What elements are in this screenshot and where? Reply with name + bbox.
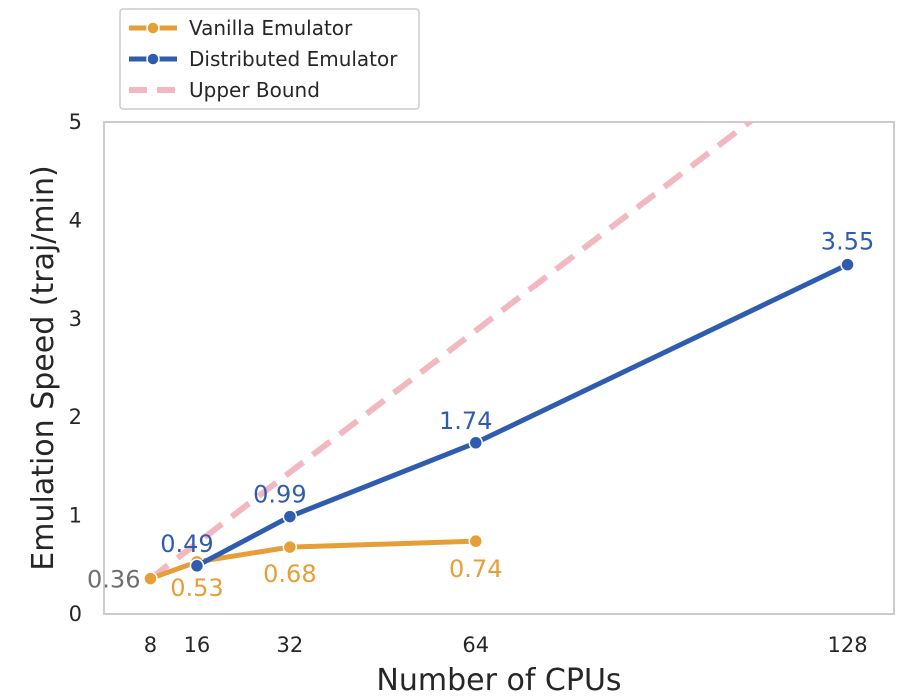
data-label: 0.49 [160, 530, 213, 558]
y-tick-label: 5 [69, 110, 82, 134]
distributed-emulator-point [282, 509, 298, 524]
vanilla-emulator-point [143, 571, 158, 586]
distributed-emulator-point [840, 257, 855, 272]
y-tick-label: 0 [69, 602, 82, 626]
x-axis-title: Number of CPUs [376, 663, 621, 698]
data-label: 3.55 [821, 228, 874, 256]
data-label: 0.68 [263, 560, 316, 588]
x-tick-label: 8 [144, 633, 157, 657]
y-tick-label: 2 [69, 405, 82, 429]
data-label: 0.36 [87, 566, 140, 594]
plot-frame [103, 121, 895, 615]
data-label: 0.99 [253, 481, 306, 509]
y-tick-label: 4 [69, 208, 82, 232]
x-tick-label: 16 [184, 633, 211, 657]
y-axis-title: Emulation Speed (traj/min) [26, 165, 61, 570]
vanilla-emulator-line [149, 538, 476, 581]
data-label: 0.74 [449, 555, 502, 583]
distributed-emulator-line [195, 262, 849, 568]
distributed-emulator-point [189, 558, 205, 574]
data-label: 1.74 [439, 407, 492, 435]
legend-label: Vanilla Emulator [189, 16, 353, 40]
data-label: 0.53 [170, 574, 223, 602]
x-tick-label: 128 [827, 633, 867, 657]
x-tick-label: 32 [277, 633, 304, 657]
y-tick-label: 1 [69, 504, 82, 528]
vanilla-emulator-point [468, 533, 484, 549]
x-tick-label: 64 [462, 633, 489, 657]
legend-box [119, 8, 420, 110]
upper-bound-line [148, 122, 755, 581]
vanilla-emulator-point [282, 539, 298, 555]
legend-label: Distributed Emulator [189, 47, 398, 71]
legend-marker [146, 21, 160, 35]
legend-label: Upper Bound [189, 78, 320, 102]
legend-marker [146, 52, 160, 66]
distributed-emulator-point [468, 435, 484, 451]
y-tick-label: 3 [69, 307, 82, 331]
